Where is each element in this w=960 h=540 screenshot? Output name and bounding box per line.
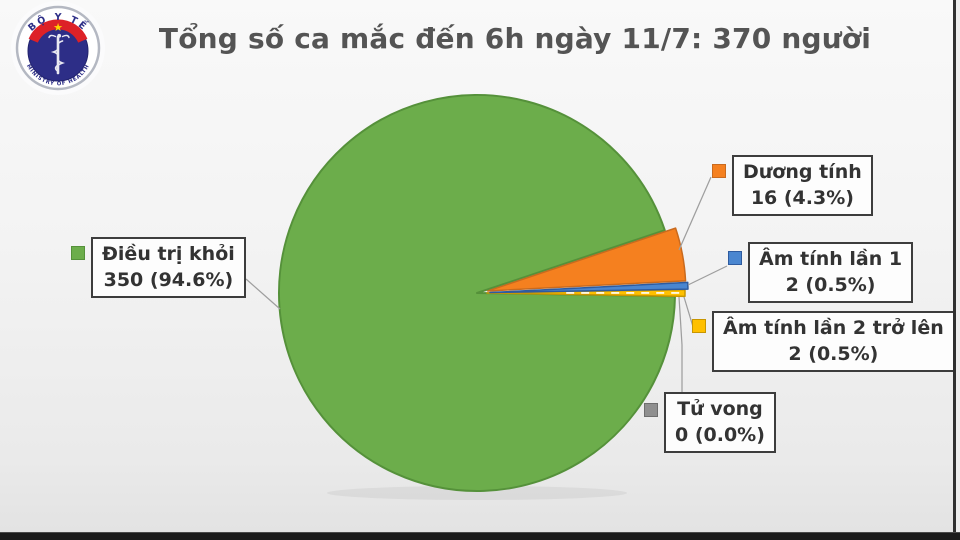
pie-slice-1 <box>489 281 689 294</box>
legend-duong-tinh: Dương tính 16 (4.3%) <box>712 155 873 216</box>
leader-line-3 <box>678 296 683 393</box>
legend-label-am-tinh-lan-1: Âm tính lần 1 <box>759 248 903 270</box>
legend-marker-am-tinh-lan-1 <box>728 251 742 265</box>
legend-value-tu-vong: 0 (0.0%) <box>675 424 765 446</box>
legend-marker-am-tinh-lan-2 <box>692 319 706 333</box>
pie-shadow <box>327 486 627 500</box>
right-edge-line <box>953 0 956 533</box>
legend-marker-tu-vong <box>644 403 658 417</box>
legend-marker-duong-tinh <box>712 164 726 178</box>
legend-value-am-tinh-lan-2: 2 (0.5%) <box>788 343 879 365</box>
ministry-of-health-logo: ★ BỘ Y TẾ MINISTRY OF HEALTH <box>11 1 105 95</box>
pie-slice-4 <box>278 94 676 492</box>
right-edge-strip <box>956 0 960 533</box>
legend-marker-dieu-tri-khoi <box>71 246 85 260</box>
legend-label-tu-vong: Tử vong <box>677 398 763 420</box>
leader-line-4 <box>245 278 281 310</box>
legend-dieu-tri-khoi: Điều trị khỏi 350 (94.6%) <box>71 237 246 298</box>
legend-am-tinh-lan-1: Âm tính lần 1 2 (0.5%) <box>728 242 914 303</box>
yellow-star-icon: ★ <box>53 21 63 34</box>
legend-label-dieu-tri-khoi: Điều trị khỏi <box>102 243 235 265</box>
leader-line-0 <box>678 176 712 251</box>
logo-red-band <box>28 19 88 43</box>
pie-slice-0 <box>487 227 687 292</box>
legend-value-duong-tinh: 16 (4.3%) <box>750 187 854 209</box>
legend-label-duong-tinh: Dương tính <box>743 161 862 183</box>
legend-am-tinh-lan-2: Âm tính lần 2 trở lên 2 (0.5%) <box>692 311 955 372</box>
legend-label-am-tinh-lan-2: Âm tính lần 2 trở lên <box>723 317 944 339</box>
bottom-bar <box>0 532 960 540</box>
leader-line-1 <box>687 265 728 286</box>
legend-tu-vong: Tử vong 0 (0.0%) <box>644 392 776 453</box>
legend-value-am-tinh-lan-1: 2 (0.5%) <box>785 274 876 296</box>
legend-value-dieu-tri-khoi: 350 (94.6%) <box>103 269 234 291</box>
asclepius-staff-icon <box>48 33 70 75</box>
chart-title: Tổng số ca mắc đến 6h ngày 11/7: 370 ngư… <box>158 22 872 55</box>
